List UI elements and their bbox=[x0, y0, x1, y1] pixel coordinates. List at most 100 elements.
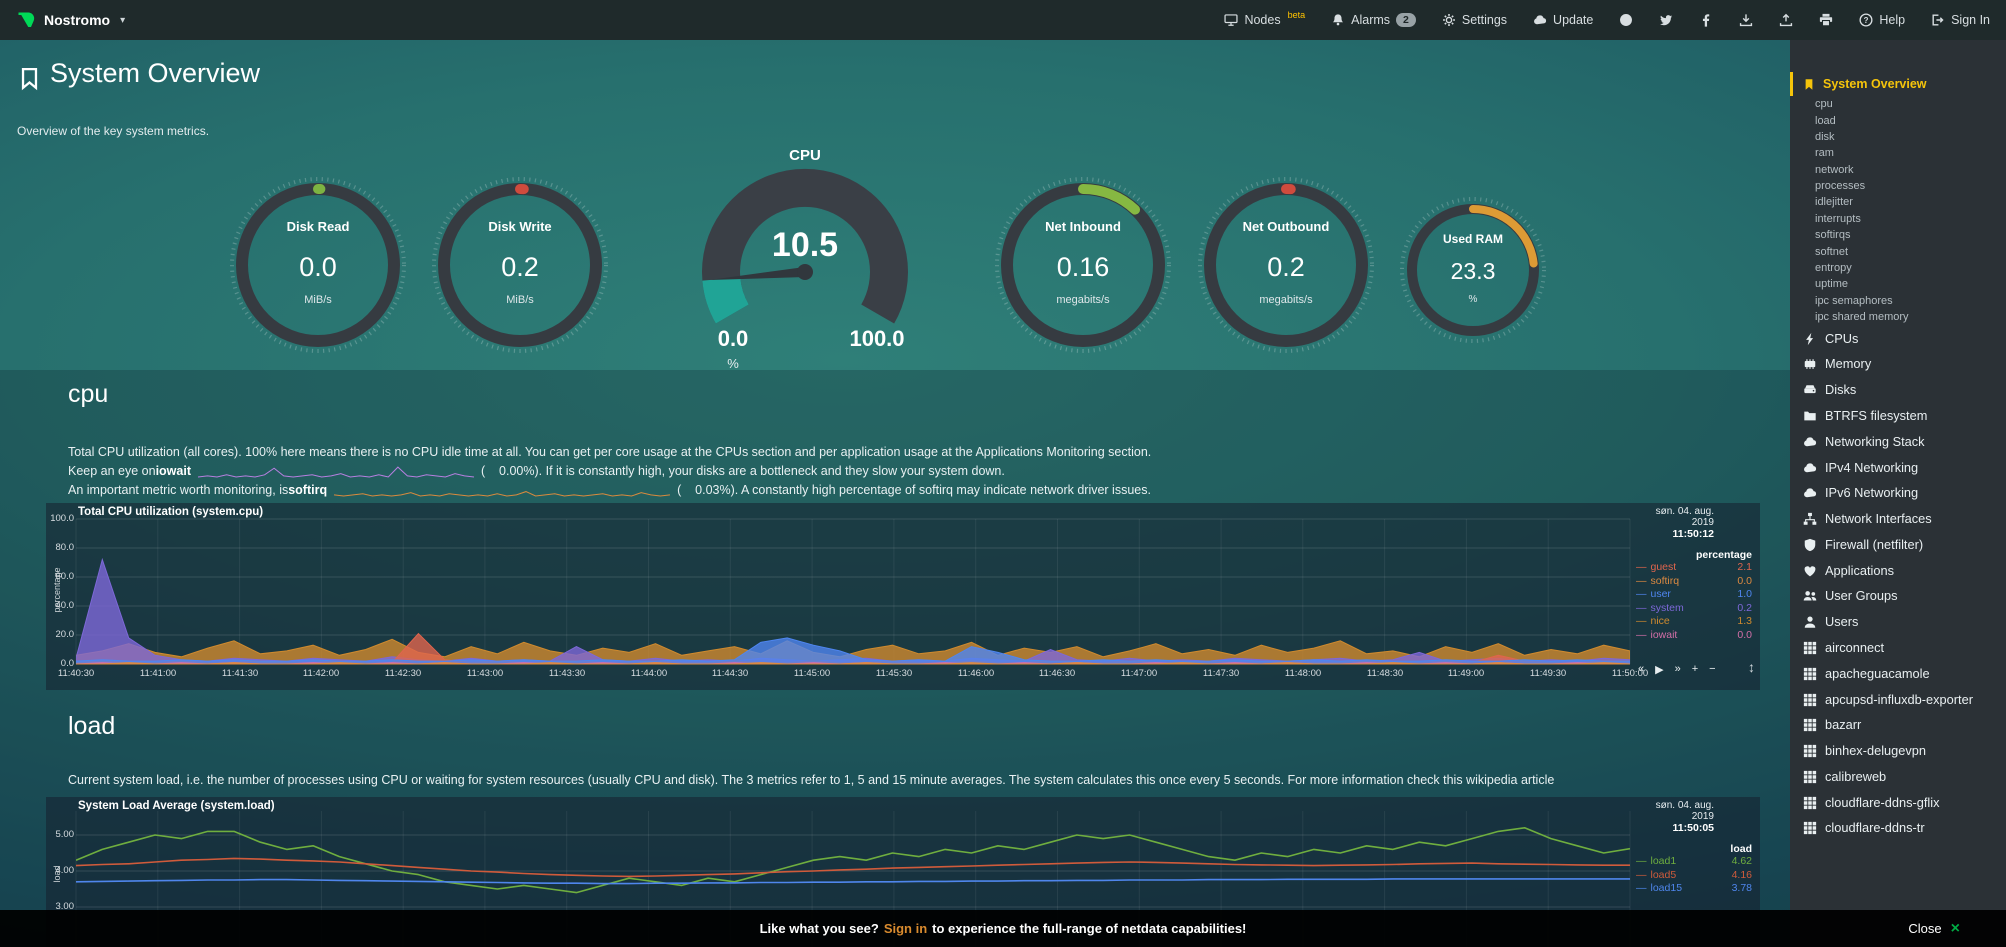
svg-text:0.0: 0.0 bbox=[299, 252, 337, 282]
legend-item-system[interactable]: — system 0.2 bbox=[1636, 601, 1752, 614]
sidebar-item-softirqs[interactable]: softirqs bbox=[1815, 229, 1851, 242]
sidebar-item-cpu[interactable]: cpu bbox=[1815, 98, 1833, 111]
zoom-out-icon[interactable]: − bbox=[1709, 663, 1716, 675]
legend-dash-icon: — bbox=[1636, 628, 1647, 641]
cpu-chart-plot[interactable] bbox=[46, 503, 1760, 690]
y-tick-label: 3.00 bbox=[55, 901, 75, 912]
nodes-icon bbox=[1224, 13, 1239, 27]
shield-icon bbox=[1803, 538, 1817, 552]
signin-icon bbox=[1931, 13, 1945, 27]
gauge-chart[interactable]: Used RAM 23.3% bbox=[1398, 195, 1548, 345]
net-inbound-gauge[interactable]: Net Inbound 0.16 megabits/s bbox=[993, 175, 1173, 360]
svg-text:0.2: 0.2 bbox=[1267, 252, 1305, 282]
legend-item-iowait[interactable]: — iowait 0.0 bbox=[1636, 628, 1752, 641]
pan-backward-icon[interactable]: « bbox=[1638, 663, 1645, 675]
sidebar-item-load[interactable]: load bbox=[1815, 114, 1836, 127]
sidebar-item-ipv6-networking[interactable]: IPv6 Networking bbox=[1790, 480, 2006, 506]
sidebar-item-apcupsd-influxdb-exporter[interactable]: apcupsd-influxdb-exporter bbox=[1790, 686, 2006, 712]
sidebar-item-disk[interactable]: disk bbox=[1815, 130, 1835, 143]
sidebar-item-uptime[interactable]: uptime bbox=[1815, 278, 1849, 291]
github-button[interactable] bbox=[1619, 13, 1633, 27]
resize-handle-icon[interactable]: ↕ bbox=[1748, 659, 1755, 675]
sidebar-item-cloudflare-ddns-gflix[interactable]: cloudflare-ddns-gflix bbox=[1790, 789, 2006, 815]
import-button[interactable] bbox=[1779, 13, 1793, 27]
disk-write-gauge[interactable]: Disk Write 0.2 MiB/s bbox=[430, 175, 610, 360]
gauge-chart[interactable]: Disk Write 0.2 MiB/s bbox=[430, 175, 610, 355]
net-outbound-gauge[interactable]: Net Outbound 0.2 megabits/s bbox=[1196, 175, 1376, 360]
pan-forward-icon[interactable]: » bbox=[1674, 663, 1681, 675]
cpu-chart-title: Total CPU utilization (system.cpu) bbox=[78, 506, 264, 518]
nodes-button[interactable]: Nodes beta bbox=[1224, 10, 1305, 27]
sidebar-item-label: IPv6 Networking bbox=[1825, 485, 1919, 501]
sidebar-item-ipv4-networking[interactable]: IPv4 Networking bbox=[1790, 454, 2006, 480]
legend-item-guest[interactable]: — guest 2.1 bbox=[1636, 561, 1752, 573]
legend-dash-icon: — bbox=[1636, 561, 1647, 573]
sidebar-item-users[interactable]: Users bbox=[1790, 609, 2006, 635]
twitter-button[interactable] bbox=[1659, 13, 1673, 27]
help-button[interactable]: ? Help bbox=[1859, 13, 1905, 27]
sidebar-item-memory[interactable]: Memory bbox=[1790, 351, 2006, 377]
sidebar-item-label: User Groups bbox=[1825, 588, 1898, 604]
legend-item-nice[interactable]: — nice 1.3 bbox=[1636, 615, 1752, 627]
sidebar-item-idlejitter[interactable]: idlejitter bbox=[1815, 196, 1853, 209]
close-label[interactable]: Close bbox=[1908, 921, 1942, 936]
close-icon[interactable]: × bbox=[1950, 919, 1960, 937]
sidebar-item-binhex-delugevpn[interactable]: binhex-delugevpn bbox=[1790, 738, 2006, 764]
legend-item-load5[interactable]: — load5 4.16 bbox=[1636, 868, 1752, 881]
sidebar-item-cpus[interactable]: CPUs bbox=[1790, 325, 2006, 351]
gauge-chart[interactable]: Net Inbound 0.16 megabits/s bbox=[993, 175, 1173, 355]
gauge-chart[interactable]: Net Outbound 0.2 megabits/s bbox=[1196, 175, 1376, 355]
legend-item-load15[interactable]: — load15 3.78 bbox=[1636, 882, 1752, 894]
topbar: Nostromo ▾ Nodes beta Alarms 2 Settings U… bbox=[0, 0, 2006, 40]
load-chart-plot[interactable] bbox=[46, 797, 1760, 947]
sidebar-item-label: bazarr bbox=[1825, 717, 1862, 733]
sidebar-item-airconnect[interactable]: airconnect bbox=[1790, 635, 2006, 661]
x-tick-label: 11:44:00 bbox=[630, 668, 668, 679]
cpu-description-line2: Keep an eye on iowait( 0.00%). If it is … bbox=[68, 464, 1005, 478]
sidebar-item-cloudflare-ddns-tr[interactable]: cloudflare-ddns-tr bbox=[1790, 815, 2006, 841]
sidebar-item-calibreweb[interactable]: calibreweb bbox=[1790, 764, 2006, 790]
sidebar-item-network-interfaces[interactable]: Network Interfaces bbox=[1790, 506, 2006, 532]
print-button[interactable] bbox=[1819, 13, 1833, 27]
sidebar-item-interrupts[interactable]: interrupts bbox=[1815, 212, 1861, 225]
sidebar-item-user-groups[interactable]: User Groups bbox=[1790, 583, 2006, 609]
sidebar-item-applications[interactable]: Applications bbox=[1790, 557, 2006, 583]
settings-button[interactable]: Settings bbox=[1442, 13, 1507, 27]
sidebar-item-processes[interactable]: processes bbox=[1815, 180, 1866, 193]
sidebar-item-ram[interactable]: ram bbox=[1815, 147, 1834, 160]
facebook-button[interactable] bbox=[1699, 13, 1713, 27]
sidebar-item-ipc-semaphores[interactable]: ipc semaphores bbox=[1815, 294, 1893, 307]
sidebar-item-softnet[interactable]: softnet bbox=[1815, 245, 1849, 258]
gauge-chart[interactable]: CPU 10.5 0.0 100.0% bbox=[645, 144, 965, 372]
used-ram-gauge[interactable]: Used RAM 23.3% bbox=[1398, 195, 1548, 350]
sidebar-item-entropy[interactable]: entropy bbox=[1815, 261, 1852, 274]
update-button[interactable]: Update bbox=[1533, 13, 1593, 27]
load-chart-legend-header: load bbox=[1730, 843, 1752, 855]
y-tick-label: 20.0 bbox=[55, 629, 75, 640]
sidebar-item-btrfs-filesystem[interactable]: BTRFS filesystem bbox=[1790, 403, 2006, 429]
legend-item-user[interactable]: — user 1.0 bbox=[1636, 588, 1752, 600]
play-icon[interactable]: ▶ bbox=[1655, 664, 1664, 676]
disk-read-gauge[interactable]: Disk Read 0.0 MiB/s bbox=[228, 175, 408, 360]
sidebar-item-disks[interactable]: Disks bbox=[1790, 377, 2006, 403]
export-button[interactable] bbox=[1739, 13, 1753, 27]
sidebar-item-label: Network Interfaces bbox=[1825, 511, 1932, 527]
sidebar-item-system-overview[interactable]: System Overview bbox=[1790, 72, 2006, 96]
legend-item-softirq[interactable]: — softirq 0.0 bbox=[1636, 574, 1752, 587]
sidebar-item-ipc-shared-memory[interactable]: ipc shared memory bbox=[1815, 311, 1909, 324]
sidebar-item-apacheguacamole[interactable]: apacheguacamole bbox=[1790, 660, 2006, 686]
legend-item-load1[interactable]: — load1 4.62 bbox=[1636, 855, 1752, 867]
x-tick-label: 11:50:00 bbox=[1611, 668, 1649, 679]
sidebar-item-network[interactable]: network bbox=[1815, 163, 1854, 176]
node-selector[interactable]: Nostromo ▾ bbox=[16, 10, 125, 30]
sidebar-item-firewall-netfilter[interactable]: Firewall (netfilter) bbox=[1790, 532, 2006, 558]
signin-button[interactable]: Sign In bbox=[1931, 13, 1990, 27]
sidebar-item-networking-stack[interactable]: Networking Stack bbox=[1790, 428, 2006, 454]
sidebar-item-bazarr[interactable]: bazarr bbox=[1790, 712, 2006, 738]
zoom-in-icon[interactable]: + bbox=[1691, 663, 1699, 675]
sidebar-item-label: Firewall (netfilter) bbox=[1825, 536, 1924, 552]
gauge-chart[interactable]: Disk Read 0.0 MiB/s bbox=[228, 175, 408, 355]
alarms-button[interactable]: Alarms 2 bbox=[1331, 13, 1416, 27]
footer-signin-link[interactable]: Sign in bbox=[883, 921, 928, 936]
cpu-gauge[interactable]: CPU 10.5 0.0 100.0% bbox=[645, 144, 965, 372]
